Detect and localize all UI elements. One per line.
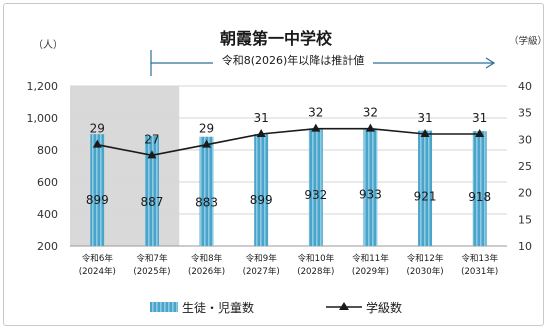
y-left-tick-label: 1,200	[27, 80, 59, 93]
bar	[144, 136, 159, 246]
class-count-marker	[92, 139, 102, 148]
y-right-tick-label: 25	[518, 160, 532, 173]
y-left-unit: （人）	[33, 39, 63, 51]
x-tick-era: 令和10年	[297, 252, 334, 264]
projection-arrowhead	[485, 57, 496, 69]
class-count-label: 27	[144, 132, 159, 146]
bar-value-label: 932	[304, 188, 327, 202]
x-tick-era: 令和7年	[136, 252, 168, 264]
x-tick-year: (2028年)	[297, 265, 334, 277]
class-count-marker	[420, 129, 430, 137]
bar-value-label: 883	[195, 196, 218, 210]
y-right-tick-label: 15	[518, 213, 532, 226]
actual-period-shade	[70, 86, 180, 246]
bar-value-label: 933	[359, 188, 382, 202]
y-left-tick-label: 600	[37, 176, 58, 189]
x-tick-era: 令和6年	[82, 252, 114, 264]
class-count-label: 31	[417, 111, 432, 125]
class-count-marker	[147, 150, 157, 159]
x-tick-era: 令和12年	[407, 252, 444, 264]
x-tick-year: (2025年)	[133, 265, 170, 277]
x-tick-year: (2029年)	[352, 265, 389, 277]
class-count-label: 29	[199, 122, 214, 136]
legend-bar-swatch	[150, 302, 178, 312]
legend-bar-label: 生徒・児童数	[182, 300, 254, 315]
bar	[363, 128, 378, 246]
bar-value-label: 887	[140, 195, 163, 209]
chart-title: 朝霞第一中学校	[220, 29, 333, 48]
bar	[199, 136, 214, 246]
class-count-marker	[365, 123, 375, 132]
legend-line-label: 学級数	[366, 300, 402, 315]
x-tick-era: 令和11年	[352, 252, 389, 264]
x-tick-year: (2030年)	[406, 265, 443, 277]
y-right-tick-label: 20	[518, 187, 532, 200]
projection-note-bg	[213, 53, 373, 68]
y-right-tick-label: 40	[518, 80, 532, 93]
bar	[308, 128, 323, 246]
x-tick-year: (2026年)	[188, 265, 225, 277]
y-left-tick-label: 400	[37, 208, 58, 221]
class-count-marker	[202, 139, 212, 148]
bar	[254, 134, 269, 246]
class-count-marker	[475, 129, 485, 137]
bar	[472, 131, 487, 246]
y-right-tick-label: 10	[518, 240, 532, 253]
y-left-tick-label: 1,000	[27, 112, 59, 125]
x-tick-era: 令和8年	[191, 252, 223, 264]
class-count-label: 32	[308, 106, 323, 120]
legend-line-marker	[339, 302, 349, 310]
bar-value-label: 899	[86, 193, 109, 207]
legend: 生徒・児童数 学級数	[150, 300, 402, 315]
class-count-label: 29	[90, 122, 105, 136]
y-right-tick-label: 30	[518, 133, 532, 146]
x-tick-year: (2031年)	[461, 265, 498, 277]
x-tick-year: (2024年)	[79, 265, 116, 277]
bar-value-label: 918	[468, 190, 491, 204]
y-right-unit: （学級）	[509, 35, 547, 47]
x-tick-year: (2027年)	[243, 265, 280, 277]
class-count-marker	[311, 123, 321, 132]
chart-border	[3, 3, 544, 326]
projection-note: 令和8(2026)年以降は推計値	[222, 53, 365, 67]
bar-value-label: 899	[250, 193, 273, 207]
bar	[90, 134, 105, 246]
class-count-marker	[256, 129, 266, 137]
class-count-line	[97, 127, 480, 157]
bar-value-label: 921	[414, 190, 437, 204]
class-count-label: 32	[363, 106, 378, 120]
bar	[418, 130, 433, 246]
x-tick-era: 令和13年	[461, 252, 498, 264]
y-right-tick-label: 35	[518, 107, 532, 120]
y-left-tick-label: 800	[37, 144, 58, 157]
class-count-label: 31	[472, 111, 487, 125]
projection-annotation: 令和8(2026)年以降は推計値	[150, 50, 496, 76]
x-tick-era: 令和9年	[246, 252, 278, 264]
class-count-label: 31	[254, 111, 269, 125]
y-left-tick-label: 200	[37, 240, 58, 253]
